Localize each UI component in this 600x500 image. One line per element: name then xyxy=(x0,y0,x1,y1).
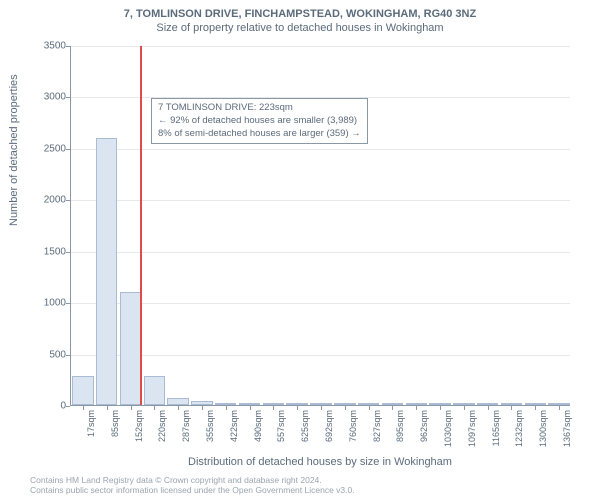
xtick-mark xyxy=(226,406,227,410)
ytick-label: 0 xyxy=(32,401,66,412)
xtick-label: 1165sqm xyxy=(491,410,501,446)
gridline xyxy=(71,200,570,201)
xtick-label: 557sqm xyxy=(276,410,286,442)
xtick-mark xyxy=(369,406,370,410)
bar xyxy=(96,138,117,405)
xtick-label: 287sqm xyxy=(181,410,191,442)
bar xyxy=(477,403,498,405)
ytick-mark xyxy=(66,355,70,356)
bar xyxy=(525,403,546,405)
title-main: 7, TOMLINSON DRIVE, FINCHAMPSTEAD, WOKIN… xyxy=(0,0,600,20)
bar xyxy=(334,403,355,405)
xtick-mark xyxy=(297,406,298,410)
xtick-label: 1232sqm xyxy=(514,410,524,447)
ytick-label: 3000 xyxy=(32,92,66,103)
bar xyxy=(72,376,93,405)
bar xyxy=(310,403,331,405)
gridline xyxy=(71,355,570,356)
xtick-mark xyxy=(107,406,108,410)
footer-line2: Contains public sector information licen… xyxy=(30,485,355,496)
bar xyxy=(548,403,569,405)
xtick-label: 760sqm xyxy=(348,410,358,442)
xtick-mark xyxy=(83,406,84,410)
ytick-label: 1000 xyxy=(32,298,66,309)
xtick-mark xyxy=(250,406,251,410)
ytick-label: 3500 xyxy=(32,41,66,52)
xtick-mark xyxy=(416,406,417,410)
gridline xyxy=(71,303,570,304)
xtick-label: 17sqm xyxy=(86,410,96,437)
ytick-label: 1500 xyxy=(32,246,66,257)
xtick-mark xyxy=(535,406,536,410)
footer-attribution: Contains HM Land Registry data © Crown c… xyxy=(30,475,355,496)
ytick-label: 2000 xyxy=(32,195,66,206)
bar xyxy=(144,376,165,405)
xtick-label: 1030sqm xyxy=(443,410,453,447)
xtick-mark xyxy=(392,406,393,410)
bar xyxy=(358,403,379,405)
xaxis-label: Distribution of detached houses by size … xyxy=(70,456,570,468)
xtick-mark xyxy=(202,406,203,410)
xtick-label: 422sqm xyxy=(229,410,239,442)
gridline xyxy=(71,252,570,253)
ytick-label: 2500 xyxy=(32,143,66,154)
bar-chart: 7 TOMLINSON DRIVE: 223sqm ← 92% of detac… xyxy=(70,46,570,406)
xtick-label: 827sqm xyxy=(372,410,382,442)
xtick-label: 1300sqm xyxy=(538,410,548,447)
ytick-mark xyxy=(66,46,70,47)
xtick-mark xyxy=(321,406,322,410)
footer-line1: Contains HM Land Registry data © Crown c… xyxy=(30,475,355,486)
bar xyxy=(239,403,260,405)
xtick-mark xyxy=(273,406,274,410)
xtick-label: 220sqm xyxy=(157,410,167,442)
annotation-line2: ← 92% of detached houses are smaller (3,… xyxy=(158,115,361,128)
xtick-mark xyxy=(154,406,155,410)
xtick-label: 490sqm xyxy=(253,410,263,442)
annotation-box: 7 TOMLINSON DRIVE: 223sqm ← 92% of detac… xyxy=(151,98,368,144)
annotation-line3: 8% of semi-detached houses are larger (3… xyxy=(158,128,361,141)
ytick-mark xyxy=(66,97,70,98)
gridline xyxy=(71,46,570,47)
xtick-label: 1367sqm xyxy=(562,410,572,447)
xtick-mark xyxy=(559,406,560,410)
xtick-mark xyxy=(345,406,346,410)
bar xyxy=(453,403,474,405)
reference-line xyxy=(140,46,142,405)
bar xyxy=(406,403,427,405)
xtick-mark xyxy=(511,406,512,410)
xtick-label: 1097sqm xyxy=(467,410,477,447)
bar xyxy=(382,403,403,405)
xtick-label: 85sqm xyxy=(110,410,120,437)
gridline xyxy=(71,149,570,150)
ytick-mark xyxy=(66,149,70,150)
bar xyxy=(167,398,188,405)
bar xyxy=(429,403,450,405)
xtick-label: 625sqm xyxy=(300,410,310,442)
xtick-label: 895sqm xyxy=(395,410,405,442)
ytick-mark xyxy=(66,200,70,201)
bar xyxy=(501,403,522,405)
xtick-label: 962sqm xyxy=(419,410,429,442)
xtick-label: 152sqm xyxy=(134,410,144,442)
xtick-mark xyxy=(488,406,489,410)
bar xyxy=(215,403,236,405)
ytick-mark xyxy=(66,303,70,304)
ytick-label: 500 xyxy=(32,349,66,360)
xtick-mark xyxy=(178,406,179,410)
bar xyxy=(120,292,141,405)
bar xyxy=(191,401,212,405)
xtick-mark xyxy=(440,406,441,410)
annotation-line1: 7 TOMLINSON DRIVE: 223sqm xyxy=(158,102,361,115)
ytick-mark xyxy=(66,406,70,407)
ytick-mark xyxy=(66,252,70,253)
bar xyxy=(263,403,284,405)
yaxis-label: Number of detached properties xyxy=(8,74,20,226)
xtick-mark xyxy=(131,406,132,410)
xtick-label: 692sqm xyxy=(324,410,334,442)
bar xyxy=(286,403,307,405)
title-sub: Size of property relative to detached ho… xyxy=(0,20,600,34)
xtick-label: 355sqm xyxy=(205,410,215,442)
xtick-mark xyxy=(464,406,465,410)
